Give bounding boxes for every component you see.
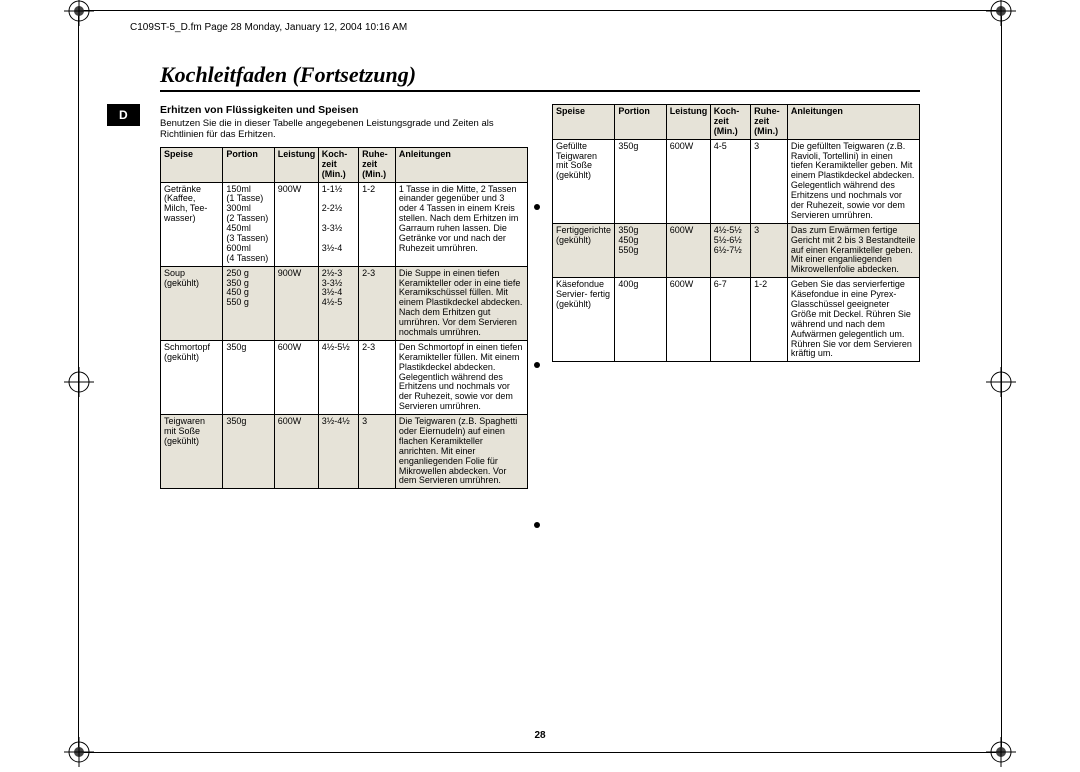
- fold-dot-icon: [534, 362, 540, 368]
- cell-portion: 350g: [223, 340, 274, 414]
- cell-anl: Die gefüllten Teigwaren (z.B. Ravioli, T…: [787, 139, 919, 223]
- cell-portion: 350g450g550g: [615, 223, 666, 277]
- cell-koch: 4-5: [710, 139, 750, 223]
- cell-speise: Teigwaren mit Soße (gekühlt): [161, 415, 223, 489]
- cell-koch: 4½-5½: [318, 340, 358, 414]
- crop-mark-icon: [986, 367, 1016, 397]
- table-row: Getränke (Kaffee, Milch, Tee-wasser)150m…: [161, 182, 528, 266]
- cell-anl: Das zum Erwärmen fertige Gericht mit 2 b…: [787, 223, 919, 277]
- cell-speise: Fertiggerichte (gekühlt): [553, 223, 615, 277]
- page-number: 28: [534, 730, 545, 741]
- fold-dot-icon: [534, 522, 540, 528]
- cell-koch: 2½-33-3½3½-44½-5: [318, 266, 358, 340]
- col-leistung: Leistung: [666, 105, 710, 140]
- col-leistung: Leistung: [274, 147, 318, 182]
- cell-ruhe: 3: [751, 139, 788, 223]
- cell-speise: Gefüllte Teigwaren mit Soße (gekühlt): [553, 139, 615, 223]
- table-row: Gefüllte Teigwaren mit Soße (gekühlt)350…: [553, 139, 920, 223]
- crop-mark-icon: [64, 0, 94, 26]
- col-anleitungen: Anleitungen: [787, 105, 919, 140]
- cell-leistung: 600W: [274, 415, 318, 489]
- cell-ruhe: 1-2: [359, 182, 396, 266]
- cell-ruhe: 3: [751, 223, 788, 277]
- cell-portion: 400g: [615, 278, 666, 362]
- cell-ruhe: 1-2: [751, 278, 788, 362]
- cell-leistung: 600W: [666, 278, 710, 362]
- col-kochzeit: Koch-zeit(Min.): [710, 105, 750, 140]
- two-column-layout: D Erhitzen von Flüssigkeiten und Speisen…: [160, 104, 920, 489]
- table-row: Soup (gekühlt)250 g350 g450 g550 g900W2½…: [161, 266, 528, 340]
- title-rule: [160, 90, 920, 92]
- cooking-table-left: Speise Portion Leistung Koch-zeit(Min.) …: [160, 147, 528, 490]
- cell-portion: 350g: [223, 415, 274, 489]
- cell-ruhe: 2-3: [359, 266, 396, 340]
- cell-portion: 150ml(1 Tasse)300ml(2 Tassen)450ml(3 Tas…: [223, 182, 274, 266]
- table-row: Fertiggerichte (gekühlt)350g450g550g600W…: [553, 223, 920, 277]
- cell-leistung: 900W: [274, 266, 318, 340]
- cell-koch: 6-7: [710, 278, 750, 362]
- language-tag: D: [107, 104, 140, 126]
- section-intro: Benutzen Sie die in dieser Tabelle angeg…: [160, 119, 528, 141]
- cell-koch: 4½-5½5½-6½6½-7½: [710, 223, 750, 277]
- cell-ruhe: 3: [359, 415, 396, 489]
- left-column: D Erhitzen von Flüssigkeiten und Speisen…: [160, 104, 528, 489]
- page-title: Kochleitfaden (Fortsetzung): [160, 62, 920, 88]
- cell-speise: Getränke (Kaffee, Milch, Tee-wasser): [161, 182, 223, 266]
- cell-leistung: 600W: [666, 139, 710, 223]
- cell-speise: Schmortopf (gekühlt): [161, 340, 223, 414]
- table-header-row: Speise Portion Leistung Koch-zeit(Min.) …: [161, 147, 528, 182]
- table-row: Schmortopf (gekühlt)350g600W4½-5½2-3Den …: [161, 340, 528, 414]
- fold-dot-icon: [534, 204, 540, 210]
- col-speise: Speise: [553, 105, 615, 140]
- cell-ruhe: 2-3: [359, 340, 396, 414]
- col-anleitungen: Anleitungen: [395, 147, 527, 182]
- cell-koch: 3½-4½: [318, 415, 358, 489]
- cell-anl: Den Schmortopf in einen tiefen Keramikte…: [395, 340, 527, 414]
- col-ruhezeit: Ruhe-zeit(Min.): [359, 147, 396, 182]
- col-portion: Portion: [615, 105, 666, 140]
- col-speise: Speise: [161, 147, 223, 182]
- cell-anl: Die Teigwaren (z.B. Spaghetti oder Eiern…: [395, 415, 527, 489]
- page-content: Kochleitfaden (Fortsetzung) D Erhitzen v…: [160, 62, 920, 489]
- table-row: Käsefondue Servier- fertig (gekühlt)400g…: [553, 278, 920, 362]
- cell-speise: Soup (gekühlt): [161, 266, 223, 340]
- pdf-header-stamp: C109ST-5_D.fm Page 28 Monday, January 12…: [130, 22, 407, 33]
- col-ruhezeit: Ruhe-zeit(Min.): [751, 105, 788, 140]
- section-subheading: Erhitzen von Flüssigkeiten und Speisen: [160, 104, 528, 116]
- cell-portion: 250 g350 g450 g550 g: [223, 266, 274, 340]
- cell-koch: 1-1½2-2½3-3½3½-4: [318, 182, 358, 266]
- cell-leistung: 600W: [666, 223, 710, 277]
- table-row: Teigwaren mit Soße (gekühlt)350g600W3½-4…: [161, 415, 528, 489]
- crop-mark-icon: [986, 0, 1016, 26]
- cell-leistung: 900W: [274, 182, 318, 266]
- crop-mark-icon: [64, 367, 94, 397]
- cell-leistung: 600W: [274, 340, 318, 414]
- cell-speise: Käsefondue Servier- fertig (gekühlt): [553, 278, 615, 362]
- right-column: Speise Portion Leistung Koch-zeit(Min.) …: [552, 104, 920, 489]
- cooking-table-right: Speise Portion Leistung Koch-zeit(Min.) …: [552, 104, 920, 362]
- cell-anl: Geben Sie das servierfertige Käsefondue …: [787, 278, 919, 362]
- cell-portion: 350g: [615, 139, 666, 223]
- cell-anl: 1 Tasse in die Mitte, 2 Tassen einander …: [395, 182, 527, 266]
- col-kochzeit: Koch-zeit(Min.): [318, 147, 358, 182]
- table-header-row: Speise Portion Leistung Koch-zeit(Min.) …: [553, 105, 920, 140]
- cell-anl: Die Suppe in einen tiefen Keramikteller …: [395, 266, 527, 340]
- col-portion: Portion: [223, 147, 274, 182]
